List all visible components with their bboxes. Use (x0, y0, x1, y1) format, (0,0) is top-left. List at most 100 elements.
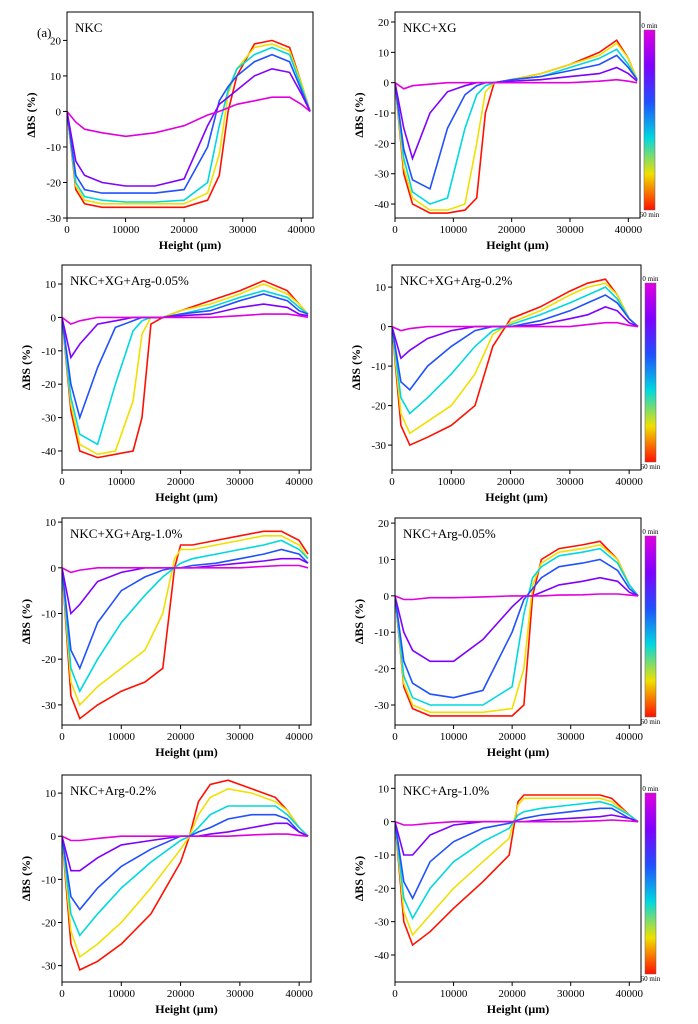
x-tick-label: 30000 (557, 988, 585, 1000)
x-tick-label: 20000 (498, 988, 526, 1000)
x-tick-label: 0 (389, 476, 395, 488)
plot-area (67, 39, 311, 209)
y-tick-label: -30 (371, 440, 386, 452)
colorbar (644, 535, 657, 718)
y-tick-label: 10 (45, 788, 57, 800)
y-tick-label: -20 (46, 177, 61, 189)
y-tick-label: -10 (41, 346, 56, 358)
y-tick-label: -10 (41, 874, 56, 886)
curve (395, 42, 638, 211)
axes-frame (394, 774, 642, 983)
x-axis-label: Height (μm) (159, 238, 221, 252)
colorbar-label: 0 min (642, 785, 659, 793)
curve (62, 539, 309, 694)
curve (62, 564, 309, 574)
curve (62, 833, 309, 842)
colorbar-label: 0 min (641, 22, 658, 30)
x-tick-label: 20000 (498, 731, 526, 743)
curve (67, 39, 311, 209)
y-tick-label: -20 (41, 654, 56, 666)
x-axis-label: Height (μm) (486, 238, 548, 252)
y-tick-label: 10 (378, 554, 390, 566)
x-tick-label: 0 (59, 731, 65, 743)
curve (62, 303, 309, 360)
colorbar (644, 282, 657, 463)
colorbar (643, 29, 656, 211)
x-tick-label: 40000 (285, 731, 313, 743)
x-tick-label: 40000 (615, 224, 643, 236)
axes-frame (391, 264, 642, 471)
colorbar-label: 0 min (642, 275, 659, 283)
axes-frame (61, 774, 312, 983)
y-tick-label: 10 (375, 282, 387, 294)
x-tick-label: 30000 (556, 476, 584, 488)
panel-title: NKC+Arg-0.2% (70, 783, 156, 798)
y-tick-label: 10 (45, 517, 57, 529)
axes-frame (394, 517, 642, 726)
axes-frame (61, 517, 312, 726)
curve (62, 313, 309, 326)
x-axis-label: Height (μm) (487, 1002, 549, 1016)
y-tick-label: -10 (374, 850, 389, 862)
x-tick-label: 10000 (108, 731, 136, 743)
curve (395, 547, 639, 706)
x-tick-label: 10000 (440, 224, 468, 236)
x-tick-label: 10000 (440, 731, 468, 743)
x-tick-label: 40000 (616, 988, 644, 1000)
y-axis-label: ΔBS (%) (352, 599, 366, 644)
axes-frame (394, 11, 641, 219)
panel-title: NKC+XG+Arg-1.0% (70, 526, 182, 541)
x-axis-label: Height (μm) (487, 745, 549, 759)
colorbar-label: 0 min (642, 528, 659, 536)
y-tick-label: -10 (41, 609, 56, 621)
colorbar-label: 60 min (641, 463, 661, 471)
curve (395, 593, 639, 601)
curve (392, 278, 639, 447)
colorbar-label: 60 min (641, 975, 661, 983)
curve (395, 39, 638, 214)
x-tick-label: 10000 (440, 988, 468, 1000)
x-tick-label: 20000 (498, 224, 526, 236)
y-tick-label: -30 (374, 169, 389, 181)
y-tick-label: -20 (374, 138, 389, 150)
x-tick-label: 20000 (167, 731, 195, 743)
y-tick-label: 0 (51, 563, 57, 575)
y-tick-label: -40 (41, 446, 56, 458)
x-tick-label: 30000 (226, 476, 254, 488)
panel-title: NKC (75, 20, 102, 35)
y-axis-label: ΔBS (%) (24, 92, 38, 137)
y-tick-label: 0 (51, 831, 57, 843)
panel-title: NKC+XG+Arg-0.05% (70, 273, 189, 288)
plot-area (395, 39, 638, 214)
x-tick-label: 10000 (108, 476, 136, 488)
y-tick-label: -10 (371, 361, 386, 373)
curve (395, 794, 639, 947)
y-tick-label: -20 (41, 379, 56, 391)
curve (395, 544, 639, 714)
x-tick-label: 0 (64, 224, 70, 236)
curve (395, 819, 639, 826)
x-tick-label: 30000 (226, 731, 254, 743)
curve (62, 787, 309, 959)
y-axis-label: ΔBS (%) (19, 856, 33, 901)
plot-area (62, 530, 309, 720)
x-axis-label: Height (μm) (155, 1002, 217, 1016)
curve (395, 78, 638, 90)
x-tick-label: 20000 (167, 988, 195, 1000)
y-tick-label: -10 (374, 108, 389, 120)
curve (395, 807, 639, 901)
y-tick-label: -10 (46, 142, 61, 154)
curve (395, 540, 639, 717)
x-tick-label: 40000 (616, 731, 644, 743)
panel-title: NKC+Arg-1.0% (403, 783, 489, 798)
x-tick-label: 0 (392, 731, 398, 743)
curve (392, 286, 639, 415)
y-tick-label: 0 (51, 312, 57, 324)
y-tick-label: 20 (378, 518, 390, 530)
colorbar-label: 60 min (641, 718, 661, 726)
x-tick-label: 30000 (229, 224, 257, 236)
colorbar-label: 60 min (640, 211, 660, 219)
y-tick-label: 20 (50, 35, 62, 47)
panel-title: NKC+XG (403, 20, 457, 35)
x-tick-label: 40000 (285, 476, 313, 488)
